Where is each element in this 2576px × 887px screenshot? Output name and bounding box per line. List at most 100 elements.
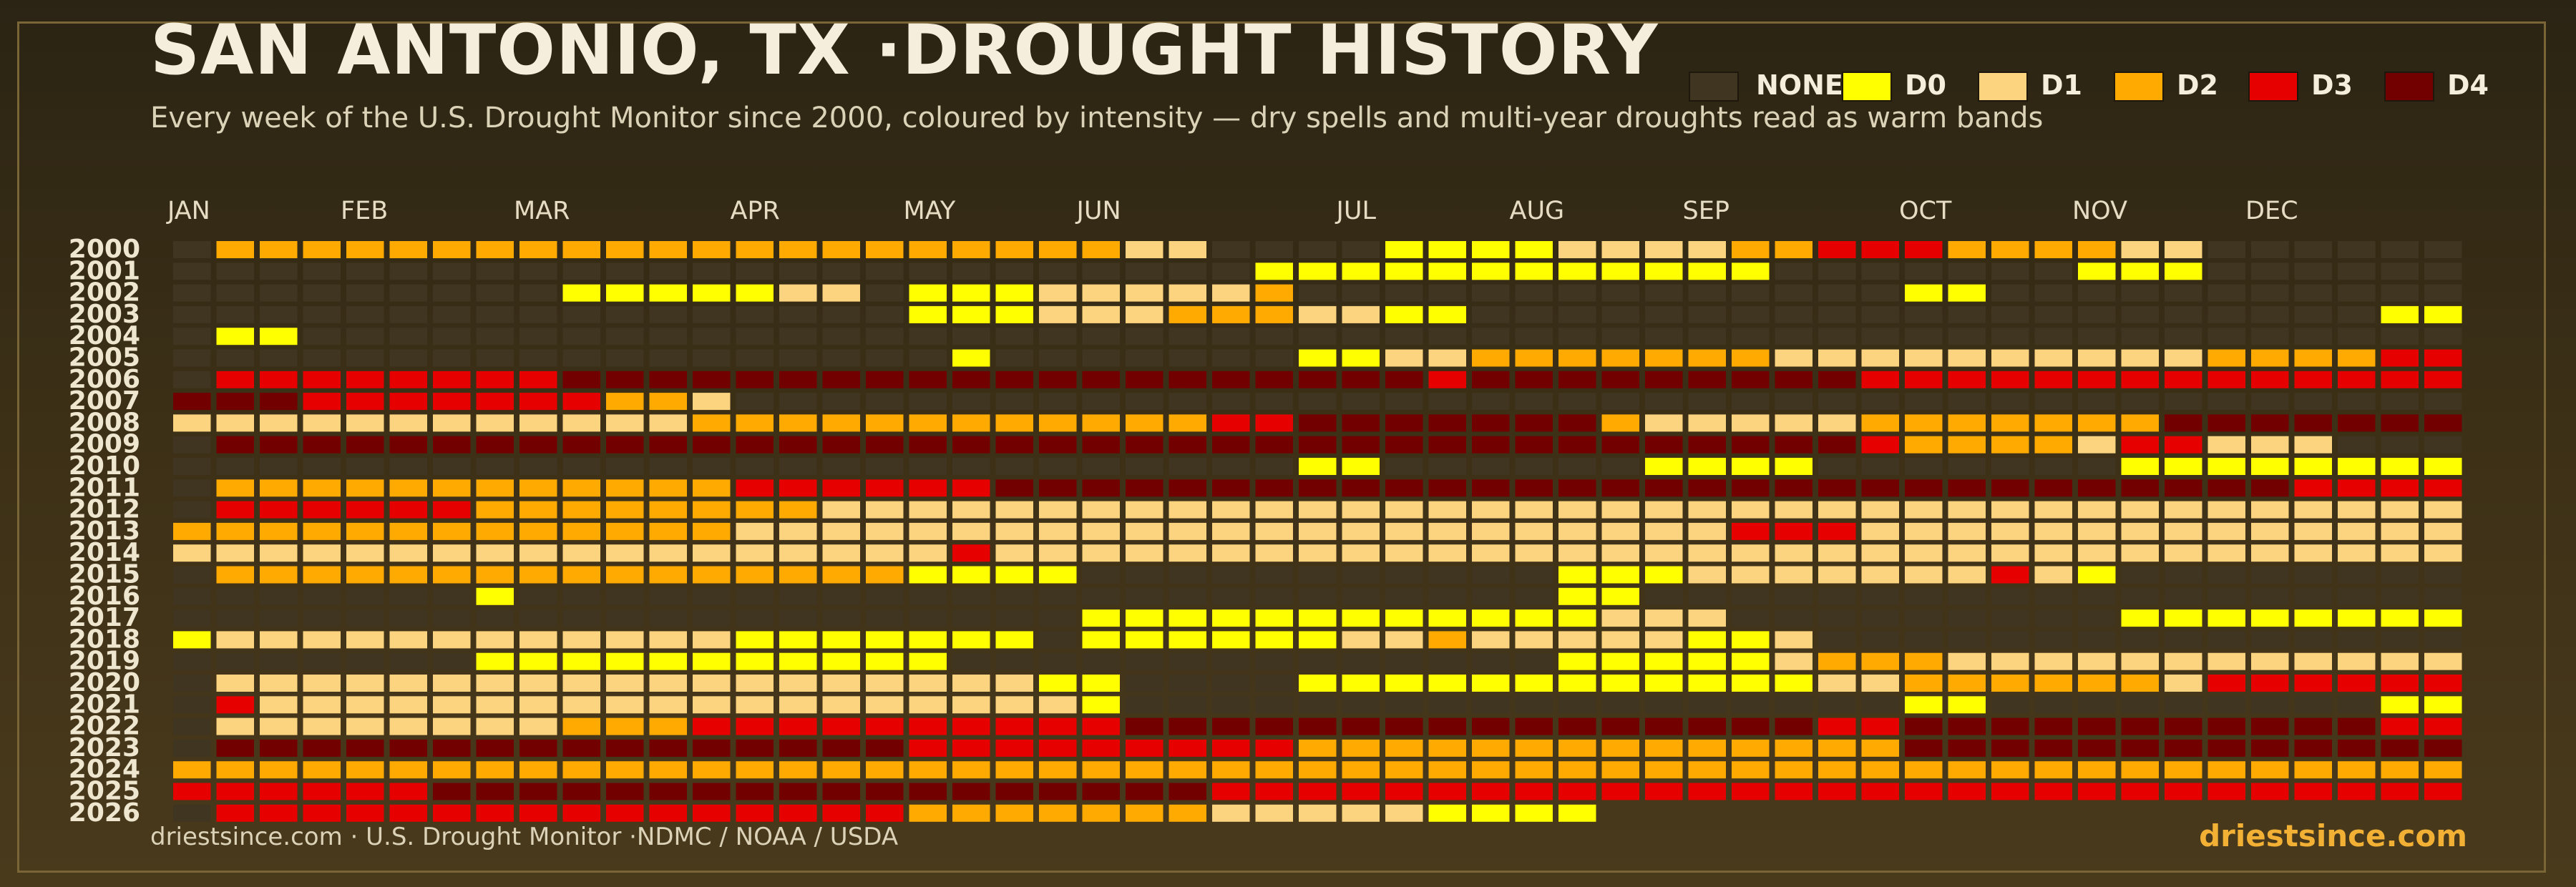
week-cell [303,587,341,605]
week-cell [1126,349,1163,367]
week-cell [2078,241,2116,258]
week-cell [1385,349,1423,367]
week-cell [1082,479,1120,497]
week-cell [173,436,211,454]
year-label-2021: 2021 [69,690,140,719]
week-cell [866,458,904,475]
week-cell [1861,371,1899,388]
week-cell [1299,566,1337,584]
week-cell [2078,436,2116,454]
week-cell [389,349,427,367]
week-cell [1601,631,1639,649]
week-cell [1169,717,1206,735]
week-cell [303,761,341,779]
week-cell [519,284,557,302]
week-cell [2121,739,2159,757]
week-cell [952,436,990,454]
week-cell [649,587,687,605]
week-cell [779,804,817,822]
week-cell [2381,349,2419,367]
week-cell [995,349,1033,367]
week-cell [866,284,904,302]
week-cell [562,717,600,735]
week-cell [2294,696,2332,714]
year-label-2005: 2005 [69,343,140,373]
week-cell [2424,566,2462,584]
week-cell [1818,566,1856,584]
week-cell [2294,522,2332,540]
week-cell [2338,479,2376,497]
week-cell [476,696,514,714]
week-cell [909,414,947,432]
week-cell [1472,717,1510,735]
week-cell [1818,739,1856,757]
week-cell [1299,436,1337,454]
week-cell [1861,436,1899,454]
week-cell [260,479,298,497]
week-cell [562,522,600,540]
week-cell [216,544,254,562]
week-cell [476,436,514,454]
legend-swatch-d1 [1978,72,2028,102]
week-cell [1601,284,1639,302]
week-cell [606,458,644,475]
week-cell [2121,587,2159,605]
week-cell [1515,349,1553,367]
week-cell [260,761,298,779]
week-cell [2034,414,2072,432]
week-cell [1126,501,1163,519]
week-cell [1601,652,1639,670]
week-cell [2251,566,2289,584]
week-cell [1472,349,1510,367]
week-cell [1169,501,1206,519]
week-cell [2121,393,2159,411]
week-cell [1255,458,1293,475]
week-cell [1601,696,1639,714]
year-label-2007: 2007 [69,386,140,416]
week-cell [2251,263,2289,280]
week-cell [1082,371,1120,388]
week-cell [822,393,860,411]
week-cell [2338,717,2376,735]
week-cell [303,804,341,822]
week-cell [1039,414,1077,432]
legend: NONE D0 D1 D2 D3 D4 [0,0,2576,143]
week-cell [2381,305,2419,323]
week-cell [1732,609,1770,627]
week-cell [2294,544,2332,562]
week-cell [519,328,557,346]
week-cell [1775,479,1813,497]
week-cell [1645,305,1683,323]
week-cell [1948,458,1986,475]
week-cell [1212,393,1250,411]
week-cell [1948,761,1986,779]
week-cell [779,305,817,323]
week-cell [2207,328,2245,346]
week-cell [2165,371,2202,388]
week-cell [2338,522,2376,540]
week-cell [2207,241,2245,258]
week-cell [1255,675,1293,692]
week-cell [1515,696,1553,714]
week-cell [389,501,427,519]
year-label-2006: 2006 [69,365,140,394]
year-label-2013: 2013 [69,516,140,546]
week-cell [1082,305,1120,323]
week-cell [2338,609,2376,627]
week-cell [1212,501,1250,519]
week-cell [173,328,211,346]
week-cell [995,696,1033,714]
week-cell [2078,544,2116,562]
week-cell [1082,675,1120,692]
week-cell [303,501,341,519]
week-cell [216,587,254,605]
week-cell [389,804,427,822]
week-cell [693,544,731,562]
week-cell [1775,739,1813,757]
week-cell [1861,458,1899,475]
week-cell [779,587,817,605]
week-cell [1428,349,1466,367]
week-cell [1039,675,1077,692]
week-cell [866,263,904,280]
drought-heatmap: JAN FEB MAR APR MAY JUN JUL AUG SEP OCT NOV DEC 2000… [69,197,2462,828]
